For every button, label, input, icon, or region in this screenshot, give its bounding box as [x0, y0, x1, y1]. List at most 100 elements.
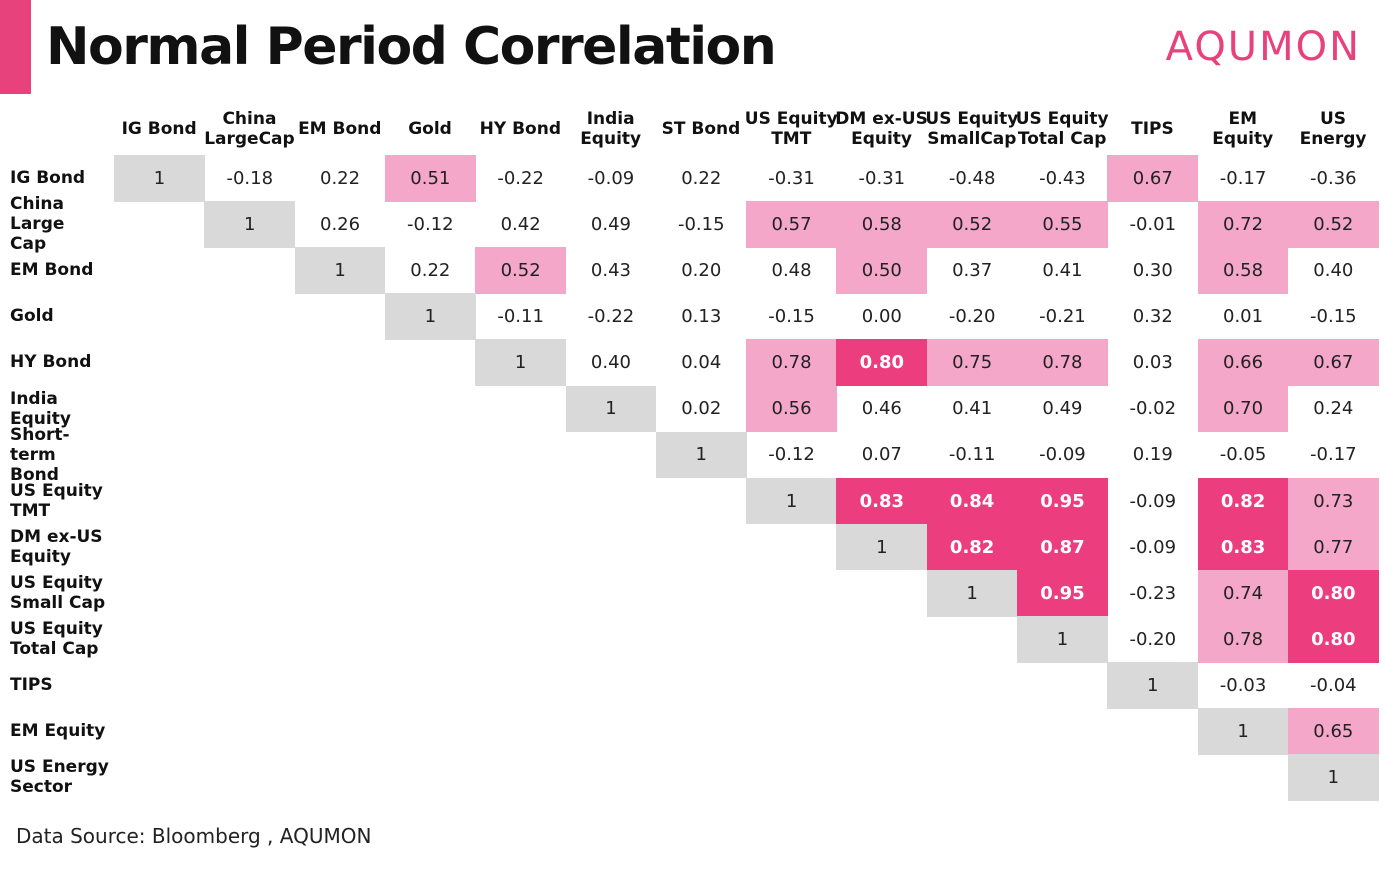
correlation-cell: 0.52	[1287, 201, 1379, 248]
diagonal-cell: 1	[1107, 662, 1199, 709]
correlation-cell: -0.03	[1219, 674, 1267, 696]
correlation-cell: 0.03	[1132, 352, 1173, 374]
correlation-cell: -0.31	[858, 167, 906, 189]
correlation-cell: 0.77	[1287, 523, 1379, 571]
correlation-cell: 0.22	[681, 167, 722, 189]
correlation-cell: 0.78	[1017, 339, 1108, 387]
correlation-cell: -0.15	[677, 213, 725, 235]
column-header-dm-ex-us-equity: DM ex-US Equity	[835, 109, 928, 149]
correlation-cell: -0.09	[587, 167, 635, 189]
page-title: Normal Period Correlation	[46, 17, 777, 77]
correlation-cell: 0.72	[1197, 201, 1289, 248]
diagonal-cell: 1	[1197, 708, 1289, 755]
correlation-cell: -0.12	[407, 213, 454, 235]
row-header-hy-bond: HY Bond	[10, 352, 92, 373]
diagonal-cell: 1	[294, 247, 386, 294]
correlation-cell: -0.17	[1219, 167, 1267, 189]
correlation-cell: -0.15	[768, 306, 815, 328]
row-header-china-large-cap: China Large Cap	[10, 194, 65, 255]
diagonal-cell: 1	[114, 155, 205, 202]
correlation-cell: 0.43	[590, 260, 631, 282]
column-header-china-largecap: China LargeCap	[204, 109, 295, 149]
correlation-cell: -0.17	[1310, 444, 1357, 466]
correlation-cell: -0.43	[1039, 167, 1086, 189]
column-header-em-equity: EM Equity	[1212, 109, 1274, 149]
correlation-cell: 0.40	[590, 352, 631, 374]
data-source-note: Data Source: Bloomberg , AQUMON	[16, 824, 372, 848]
correlation-cell: 0.70	[1197, 385, 1289, 433]
correlation-cell: 0.87	[1017, 523, 1108, 571]
correlation-cell: 0.49	[1042, 398, 1083, 420]
column-header-em-bond: EM Bond	[298, 119, 382, 139]
correlation-cell: 0.01	[1223, 306, 1264, 328]
correlation-cell: 0.80	[836, 339, 928, 387]
correlation-cell: -0.09	[1039, 444, 1086, 466]
correlation-cell: 0.37	[952, 260, 993, 282]
correlation-cell: 0.50	[836, 247, 928, 294]
diagonal-cell: 1	[1017, 616, 1108, 663]
correlation-cell: -0.31	[768, 167, 815, 189]
correlation-cell: 0.46	[861, 398, 902, 420]
correlation-cell: 0.41	[952, 398, 993, 420]
correlation-cell: 0.84	[926, 477, 1018, 525]
row-header-us-equity-tmt: US Equity TMT	[10, 480, 103, 521]
correlation-cell: 0.66	[1197, 339, 1289, 387]
row-header-ig-bond: IG Bond	[10, 168, 86, 189]
correlation-cell: 0.83	[1197, 523, 1289, 571]
diagonal-cell: 1	[565, 385, 657, 433]
row-header-em-equity: EM Equity	[10, 721, 106, 742]
row-header-gold: Gold	[10, 306, 54, 327]
column-header-hy-bond: HY Bond	[479, 119, 562, 139]
row-header-em-bond: EM Bond	[10, 260, 94, 281]
correlation-cell: 0.82	[926, 523, 1018, 571]
diagonal-cell: 1	[475, 339, 567, 387]
row-header-us-energy-sector: US Energy Sector	[10, 757, 109, 798]
aqumon-logo: AQUMON	[1165, 24, 1361, 70]
diagonal-cell: 1	[746, 477, 837, 525]
correlation-cell: 0.52	[475, 247, 567, 294]
row-header-dm-ex-us-equity: DM ex-US Equity	[10, 526, 103, 567]
correlation-cell: 0.40	[1313, 260, 1354, 282]
correlation-cell: 0.56	[746, 385, 837, 433]
correlation-cell: 0.80	[1287, 616, 1379, 663]
correlation-cell: 0.48	[771, 260, 812, 282]
correlation-cell: 0.82	[1197, 477, 1289, 525]
correlation-cell: 0.32	[1132, 306, 1173, 328]
correlation-cell: 0.51	[384, 155, 476, 202]
correlation-cell: 0.58	[1197, 247, 1289, 294]
correlation-cell: 0.55	[1017, 201, 1108, 248]
correlation-cell: 0.83	[836, 477, 928, 525]
column-header-us-equity-smallcap: US Equity SmallCap	[925, 109, 1019, 149]
correlation-cell: 0.00	[861, 306, 902, 328]
diagonal-cell: 1	[204, 201, 296, 248]
correlation-cell: -0.09	[1129, 536, 1177, 558]
correlation-cell: -0.22	[497, 167, 544, 189]
correlation-cell: 0.65	[1287, 708, 1379, 755]
diagonal-cell: 1	[1287, 754, 1379, 801]
correlation-cell: 0.02	[681, 398, 722, 420]
column-header-st-bond: ST Bond	[661, 119, 741, 139]
correlation-cell: -0.36	[1310, 167, 1357, 189]
row-header-tips: TIPS	[10, 675, 53, 696]
correlation-cell: -0.12	[768, 444, 815, 466]
correlation-cell: -0.23	[1129, 582, 1177, 604]
correlation-cell: 0.07	[861, 444, 902, 466]
correlation-cell: -0.11	[948, 444, 996, 466]
correlation-cell: -0.04	[1310, 674, 1357, 696]
column-header-ig-bond: IG Bond	[121, 119, 197, 139]
correlation-cell: 0.20	[681, 260, 722, 282]
correlation-cell: -0.20	[948, 306, 996, 328]
correlation-cell: 0.42	[500, 213, 541, 235]
correlation-cell: 0.95	[1017, 569, 1108, 617]
correlation-cell: 0.22	[320, 167, 361, 189]
correlation-cell: 0.67	[1107, 155, 1199, 202]
correlation-cell: -0.05	[1219, 444, 1267, 466]
column-header-india-equity: India Equity	[580, 109, 642, 149]
diagonal-cell: 1	[655, 431, 747, 479]
diagonal-cell: 1	[384, 293, 476, 340]
correlation-cell: -0.01	[1129, 213, 1177, 235]
correlation-cell: -0.11	[497, 306, 544, 328]
correlation-cell: 0.41	[1042, 260, 1083, 282]
row-header-us-equity-total-cap: US Equity Total Cap	[10, 619, 103, 660]
